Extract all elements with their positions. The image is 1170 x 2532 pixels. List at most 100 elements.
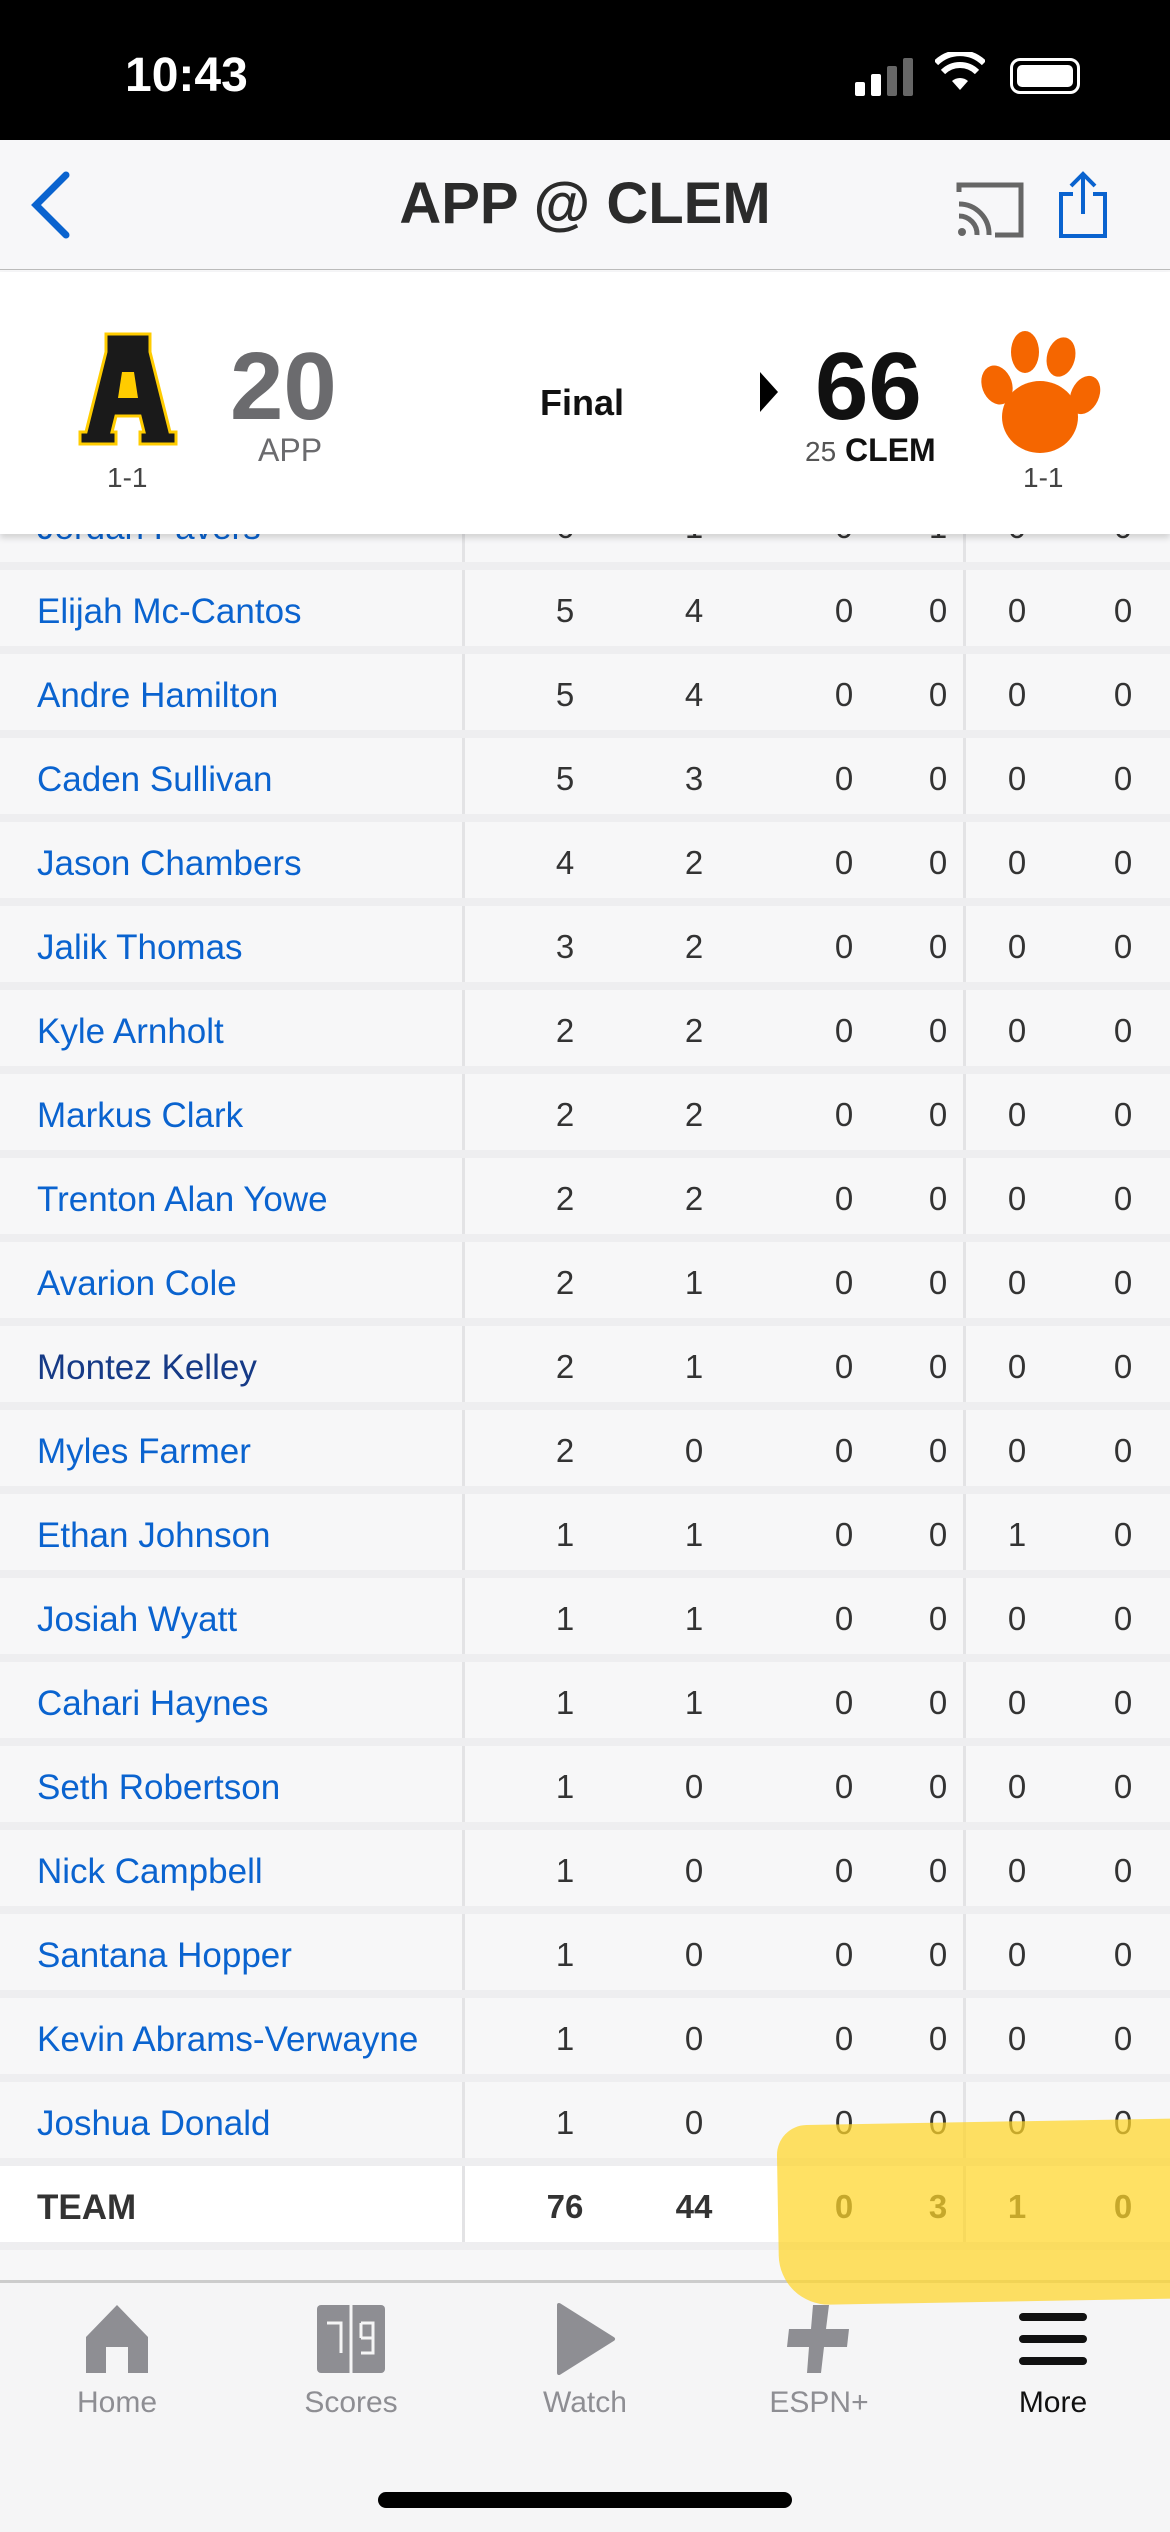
stat-value: 2 (684, 928, 704, 965)
stat-value: 5 (555, 760, 575, 797)
column-divider (462, 1578, 465, 1654)
stat-value: 1 (684, 1264, 704, 1301)
stat-value: 2 (684, 844, 704, 881)
player-name-link[interactable]: Josiah Wyatt (37, 1600, 238, 1639)
stat-value: 44 (675, 2188, 713, 2225)
cast-icon[interactable] (955, 180, 1025, 240)
player-name-link[interactable]: Avarion Cole (37, 1264, 237, 1303)
stat-value: 3 (555, 928, 575, 965)
stat-value: 0 (684, 1936, 704, 1973)
player-row: Andre Hamilton 5 4 0 0 0 0 (0, 654, 1170, 738)
column-divider (462, 906, 465, 982)
stat-value: 0 (684, 1432, 704, 1469)
player-name-link[interactable]: Andre Hamilton (37, 676, 279, 715)
plus-icon (787, 2305, 849, 2373)
column-divider (462, 2082, 465, 2158)
stat-value: 0 (1113, 1348, 1133, 1385)
player-name-link[interactable]: Ethan Johnson (37, 1516, 271, 1555)
player-name-link[interactable]: Santana Hopper (37, 1936, 292, 1975)
player-name-link[interactable]: Kevin Abrams-Verwayne (37, 2020, 419, 2059)
stat-value: 0 (1007, 1180, 1027, 1217)
player-name-link[interactable]: Kyle Arnholt (37, 1012, 224, 1051)
home-rank: 25 (805, 436, 837, 467)
stat-value: 5 (555, 676, 575, 713)
stat-value: 2 (555, 1348, 575, 1385)
player-name-link[interactable]: Jalik Thomas (37, 928, 243, 967)
battery-icon (1010, 58, 1080, 94)
player-name-link[interactable]: Myles Farmer (37, 1432, 251, 1471)
stat-value: 2 (555, 1180, 575, 1217)
player-name-link[interactable]: Caden Sullivan (37, 760, 273, 799)
stat-value: 0 (834, 844, 854, 881)
stat-value: 1 (555, 1852, 575, 1889)
player-name-link[interactable]: Trenton Alan Yowe (37, 1180, 328, 1219)
column-divider (462, 1746, 465, 1822)
team-label: TEAM (37, 2188, 137, 2227)
tab-espn-plus[interactable]: ESPN+ (702, 2283, 936, 2420)
share-icon[interactable] (1055, 170, 1111, 240)
tab-label: ESPN+ (769, 2386, 869, 2419)
column-divider (963, 1494, 966, 1570)
stat-value: 4 (684, 676, 704, 713)
player-name-link[interactable]: Jason Chambers (37, 844, 302, 883)
stat-value: 0 (928, 1096, 948, 1133)
home-abbr-text: CLEM (845, 432, 936, 468)
stat-value: 0 (928, 1264, 948, 1301)
home-record: 1-1 (1023, 462, 1064, 493)
stat-value: 0 (1007, 1684, 1027, 1721)
tab-scores[interactable]: Scores (234, 2283, 468, 2420)
player-name-link[interactable]: Nick Campbell (37, 1852, 263, 1891)
home-indicator[interactable] (378, 2492, 792, 2508)
player-name-link[interactable]: Montez Kelley (37, 1348, 257, 1387)
stat-value: 0 (1113, 592, 1133, 629)
stat-value: 0 (1113, 1768, 1133, 1805)
column-divider (462, 1830, 465, 1906)
stat-value: 0 (1007, 1768, 1027, 1805)
column-divider (462, 822, 465, 898)
stat-value: 0 (834, 1600, 854, 1637)
player-name-link[interactable]: Markus Clark (37, 1096, 244, 1135)
player-name-link[interactable]: Elijah Mc-Cantos (37, 592, 302, 631)
column-divider (963, 654, 966, 730)
player-row: Kevin Abrams-Verwayne 1 0 0 0 0 0 (0, 1998, 1170, 2082)
stat-value: 1 (555, 2020, 575, 2057)
column-divider (963, 1074, 966, 1150)
back-icon[interactable] (26, 170, 76, 240)
page-title: APP @ CLEM (399, 171, 771, 236)
stat-value: 5 (555, 592, 575, 629)
column-divider (462, 2166, 465, 2242)
stat-value: 0 (1007, 1432, 1027, 1469)
player-row: Elijah Mc-Cantos 5 4 0 0 0 0 (0, 570, 1170, 654)
player-row: Cahari Haynes 1 1 0 0 0 0 (0, 1662, 1170, 1746)
stat-value: 0 (1113, 1180, 1133, 1217)
yellow-highlight-markup (776, 2118, 1170, 2306)
tab-watch[interactable]: Watch (468, 2283, 702, 2420)
tab-home[interactable]: Home (0, 2283, 234, 2420)
stat-value: 0 (1007, 1600, 1027, 1637)
stat-value: 0 (1007, 928, 1027, 965)
stat-value: 0 (834, 1264, 854, 1301)
stat-value: 0 (928, 592, 948, 629)
player-name-link[interactable]: Seth Robertson (37, 1768, 281, 1807)
tab-label: More (1018, 2386, 1088, 2419)
column-divider (963, 1578, 966, 1654)
clemson-paw-logo (981, 331, 1101, 453)
wifi-icon (935, 52, 985, 90)
player-name-link[interactable]: Cahari Haynes (37, 1684, 269, 1723)
stat-value: 0 (1007, 2020, 1027, 2057)
stat-value: 0 (928, 1012, 948, 1049)
stat-value: 1 (1007, 1516, 1027, 1553)
away-record: 1-1 (107, 462, 148, 493)
column-divider (963, 1746, 966, 1822)
stat-value: 0 (684, 2020, 704, 2057)
stat-value: 0 (928, 1936, 948, 1973)
player-name-link[interactable]: Joshua Donald (37, 2104, 271, 2143)
stat-value: 0 (834, 1768, 854, 1805)
stat-value: 0 (1113, 1012, 1133, 1049)
player-row: Caden Sullivan 5 3 0 0 0 0 (0, 738, 1170, 822)
stat-value: 0 (1113, 1936, 1133, 1973)
player-row: Josiah Wyatt 1 1 0 0 0 0 (0, 1578, 1170, 1662)
tab-more[interactable]: More (936, 2283, 1170, 2420)
player-row: Markus Clark 2 2 0 0 0 0 (0, 1074, 1170, 1158)
column-divider (462, 1158, 465, 1234)
